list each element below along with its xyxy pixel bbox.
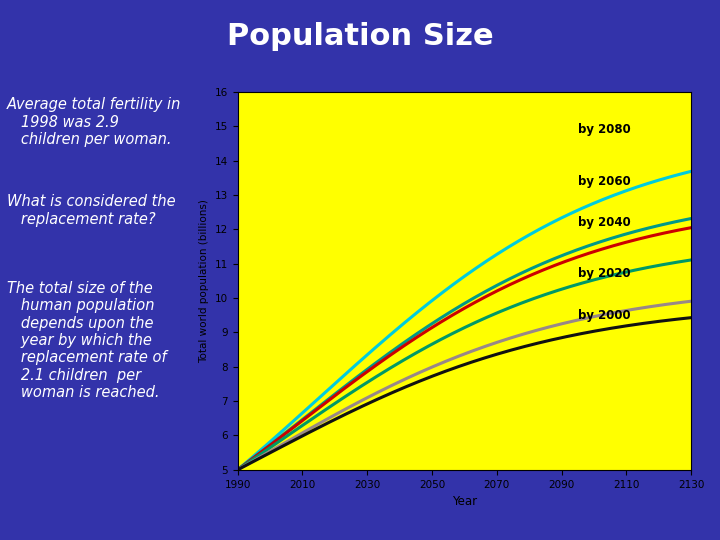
Text: by 2040: by 2040 <box>578 216 631 229</box>
Text: by 2060: by 2060 <box>578 174 631 187</box>
X-axis label: Year: Year <box>452 495 477 508</box>
Text: by 2080: by 2080 <box>578 123 631 136</box>
Text: What is considered the
   replacement rate?: What is considered the replacement rate? <box>7 194 176 227</box>
Text: by 2020: by 2020 <box>578 267 631 280</box>
Text: by 2000: by 2000 <box>578 309 631 322</box>
Text: The total size of the
   human population
   depends upon the
   year by which t: The total size of the human population d… <box>7 281 167 400</box>
Text: Average total fertility in
   1998 was 2.9
   children per woman.: Average total fertility in 1998 was 2.9 … <box>7 97 181 147</box>
Text: Population Size: Population Size <box>227 22 493 51</box>
Y-axis label: Total world population (billions): Total world population (billions) <box>199 199 209 363</box>
